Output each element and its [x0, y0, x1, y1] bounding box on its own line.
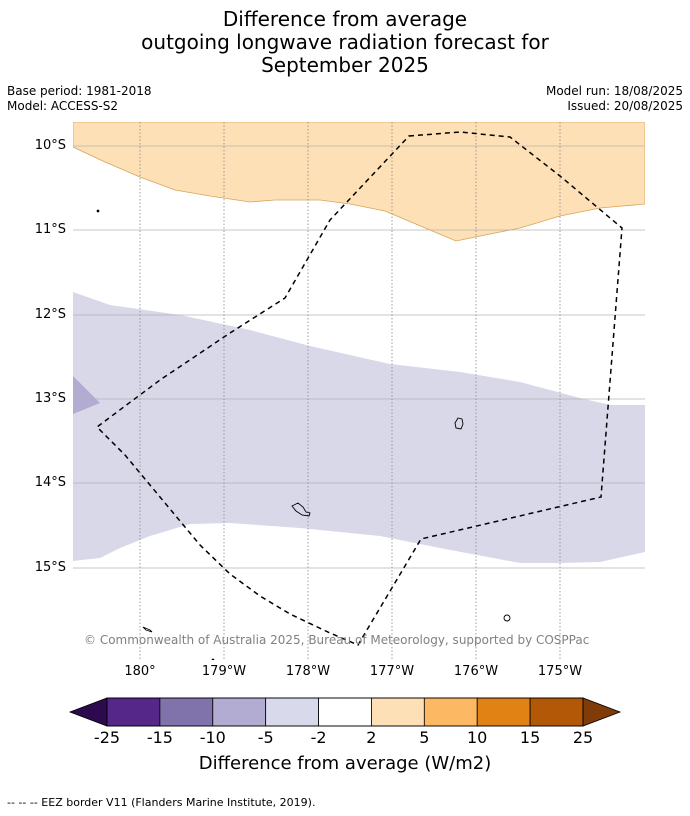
positive-anomaly-zone — [73, 122, 645, 242]
title-line-2: outgoing longwave radiation forecast for — [141, 30, 549, 54]
longitude-gridlines — [139, 122, 561, 660]
lat-label-12s: 12°S — [34, 307, 66, 322]
model-run: Model run: 18/08/2025 — [545, 84, 683, 98]
lon-label-176w: 176°W — [453, 664, 499, 679]
eez-border — [95, 131, 623, 646]
chart-title: Difference from average outgoing longwav… — [0, 8, 690, 77]
island-4 — [142, 626, 153, 633]
colorbar-cell — [159, 697, 214, 727]
map-area — [73, 122, 645, 660]
colorbar-tick-label: 5 — [419, 728, 430, 747]
colorbar-over-arrow — [582, 697, 622, 727]
colorbar-tick-label: 25 — [572, 728, 594, 747]
lat-label-10s: 10°S — [34, 138, 66, 153]
colorbar-cell — [212, 697, 267, 727]
island-2 — [291, 502, 311, 517]
colorbar-frame — [106, 697, 584, 727]
issued-date: Issued: 20/08/2025 — [567, 99, 683, 113]
base-period: Base period: 1981-2018 — [7, 84, 152, 98]
lon-label-175w: 175°W — [537, 664, 583, 679]
eez-footnote: -- -- -- EEZ border V11 (Flanders Marine… — [7, 796, 316, 809]
negative-anomaly-zone — [73, 292, 645, 563]
strong-negative-zone — [73, 376, 100, 414]
island-6 — [211, 658, 215, 660]
lat-label-15s: 15°S — [34, 560, 66, 575]
lat-label-11s: 11°S — [34, 222, 66, 237]
lon-label-178w: 178°W — [285, 664, 331, 679]
title-line-1: Difference from average — [222, 7, 468, 31]
colorbar-cells — [106, 697, 584, 727]
colorbar-cell — [106, 697, 161, 727]
meta-right: Model run: 18/08/2025 Issued: 20/08/2025 — [546, 84, 683, 114]
colorbar-cell — [476, 697, 531, 727]
meta-left: Base period: 1981-2018 Model: ACCESS-S2 — [7, 84, 152, 114]
lat-label-13s: 13°S — [34, 391, 66, 406]
islands — [96, 209, 511, 660]
colorbar-cell — [529, 697, 584, 727]
colorbar-tick-label: -15 — [146, 728, 173, 747]
island-5 — [96, 209, 100, 213]
colorbar-cell — [318, 697, 372, 727]
colorbar-title: Difference from average (W/m2) — [198, 753, 492, 774]
colorbar-under-arrow — [68, 697, 108, 727]
colorbar-tick-label: 10 — [467, 728, 488, 747]
colorbar-cell — [371, 697, 425, 727]
model-name: Model: ACCESS-S2 — [7, 99, 119, 113]
colorbar-tick-label: -25 — [93, 728, 121, 747]
lon-label-177w: 177°W — [369, 664, 415, 679]
colorbar-cell — [265, 697, 319, 727]
colorbar-tick-label: 15 — [519, 728, 541, 747]
colorbar-tick-label: -2 — [310, 728, 327, 747]
lat-label-14s: 14°S — [34, 475, 66, 490]
colorbar-tick-label: -10 — [199, 728, 226, 747]
copyright-notice: © Commonwealth of Australia 2025, Bureau… — [84, 633, 590, 647]
colorbar-tick-label: 2 — [366, 728, 377, 747]
colorbar-cell — [423, 697, 478, 727]
island-3 — [503, 614, 511, 622]
latitude-gridlines — [73, 145, 645, 569]
title-line-3: September 2025 — [261, 53, 429, 77]
island-1 — [454, 417, 464, 430]
lon-label-180: 180° — [124, 664, 156, 679]
colorbar-tick-label: -5 — [257, 728, 274, 747]
lon-label-179w: 179°W — [201, 664, 247, 679]
